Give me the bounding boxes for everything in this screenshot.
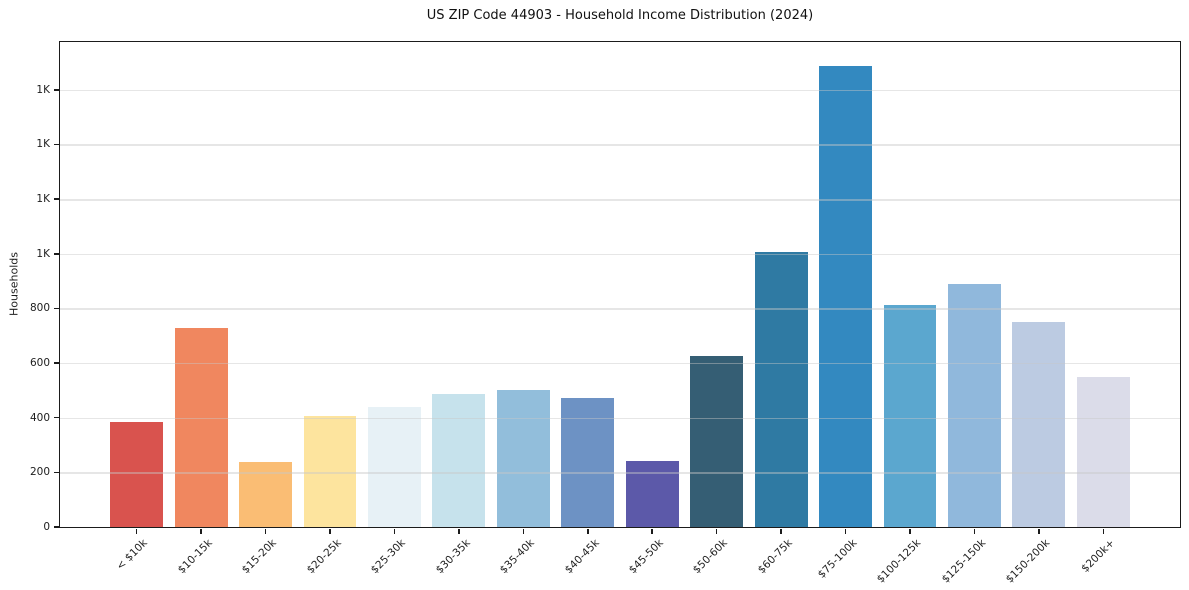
x-tick-mark [973, 528, 976, 534]
gridline-800 [60, 308, 1180, 310]
bar-35-40k [496, 389, 550, 527]
bar-75-100k [819, 65, 872, 527]
x-tick-label: $20-25k [304, 537, 344, 577]
gridline-400 [60, 417, 1180, 420]
y-tick-label: 800 [29, 302, 50, 315]
y-tick-mark [54, 416, 59, 419]
y-tick-label: 1K [36, 193, 50, 206]
bar-100-125k [883, 305, 937, 527]
x-tick-mark [1102, 528, 1105, 534]
x-tick-mark [522, 528, 525, 534]
y-tick-mark [54, 307, 59, 310]
bar-15-20k [239, 461, 292, 527]
bar-30-35k [432, 394, 486, 527]
y-tick-mark [54, 143, 59, 146]
x-tick-label: $200k+ [1078, 537, 1117, 575]
x-tick-mark [909, 528, 911, 534]
x-tick-mark [715, 528, 718, 534]
y-tick-mark [54, 198, 59, 200]
y-tick-label: 400 [29, 411, 50, 424]
bar-60-75k [754, 252, 808, 527]
gridline-1600 [60, 89, 1180, 92]
bar-10-15k [174, 327, 228, 527]
x-tick-mark [200, 528, 202, 534]
bar-150-200k [1012, 321, 1066, 527]
y-tick-mark [54, 526, 59, 528]
bar-125-150k [948, 284, 1001, 527]
x-tick-mark [1038, 528, 1040, 534]
x-tick-label: $50-60k [691, 537, 731, 577]
x-tick-label: $10-15k [175, 537, 215, 577]
bar-25-30k [368, 406, 421, 527]
bar-50-60k [690, 356, 744, 527]
x-tick-label: $25-30k [368, 537, 408, 577]
x-tick-label: $35-40k [497, 537, 537, 577]
x-tick-mark [264, 528, 267, 534]
x-tick-mark [135, 528, 138, 534]
x-tick-mark [458, 528, 460, 534]
gridline-600 [60, 363, 1180, 365]
gridline-1000 [60, 253, 1180, 256]
bar-10k [110, 421, 164, 527]
bar-200k [1076, 376, 1130, 527]
x-tick-label: $100-125k [874, 537, 924, 586]
y-tick-mark [54, 471, 59, 474]
bar-20-25k [303, 415, 357, 527]
y-tick-label: 1K [36, 138, 50, 151]
x-tick-label: $60-75k [755, 537, 795, 577]
y-tick-mark [54, 89, 59, 91]
chart-title: US ZIP Code 44903 - Household Income Dis… [426, 8, 814, 23]
y-tick-mark [54, 362, 59, 364]
x-tick-label: $45-50k [626, 537, 666, 577]
bar-45-50k [625, 460, 679, 527]
x-tick-mark [844, 528, 847, 534]
gridline-200 [60, 472, 1180, 474]
y-axis-label: Households [7, 252, 21, 316]
y-tick-mark [54, 253, 59, 255]
x-tick-mark [780, 528, 782, 534]
x-tick-mark [393, 528, 396, 534]
x-tick-mark [651, 528, 653, 534]
x-tick-label: $75-100k [815, 537, 860, 581]
y-tick-label: 1K [36, 83, 50, 96]
x-tick-label: $125-150k [939, 537, 988, 586]
bar-40-45k [561, 397, 615, 527]
gridline-1400 [60, 144, 1180, 146]
y-tick-label: 1K [36, 247, 50, 260]
x-tick-mark [329, 528, 331, 534]
x-tick-label: $15-20k [239, 537, 280, 577]
x-tick-label: < $10k [114, 537, 151, 573]
y-tick-label: 600 [29, 357, 50, 370]
x-tick-label: $150-200k [1003, 537, 1053, 586]
x-tick-label: $30-35k [433, 537, 473, 577]
x-tick-mark [587, 528, 589, 534]
y-tick-label: 200 [29, 466, 50, 479]
gridline-1200 [60, 199, 1180, 201]
y-tick-label: 0 [43, 521, 50, 533]
x-tick-label: $40-45k [562, 537, 602, 577]
